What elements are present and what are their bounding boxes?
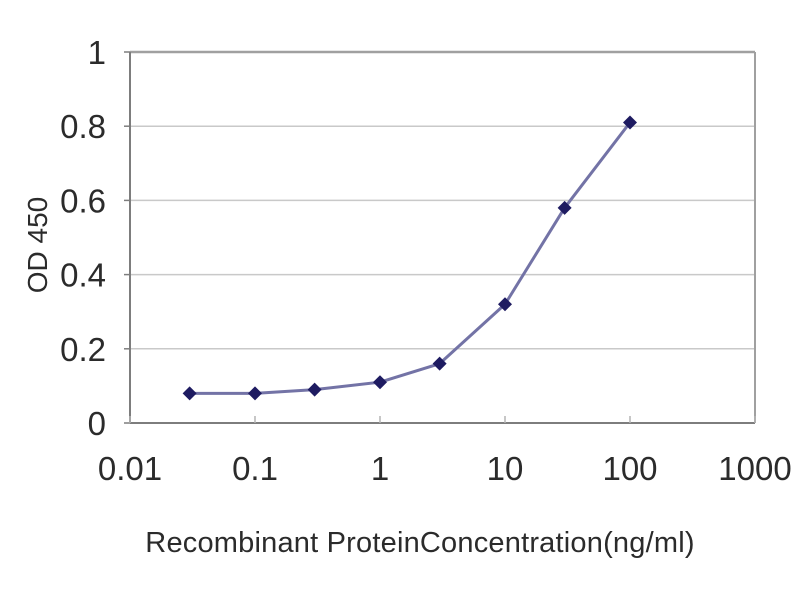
y-tick-label: 0.4	[60, 257, 106, 294]
data-point-marker	[307, 382, 322, 397]
data-point-marker	[182, 386, 197, 401]
data-point-marker	[248, 386, 262, 401]
x-tick-label: 1	[371, 450, 389, 487]
x-tick-label: 100	[602, 450, 657, 487]
y-tick-label: 0.6	[60, 182, 106, 219]
data-point-marker	[432, 356, 447, 371]
series-line	[188, 120, 632, 395]
x-tick-label: 0.1	[232, 450, 278, 487]
data-point-marker	[373, 375, 387, 390]
y-axis-title: OD 450	[22, 196, 53, 294]
data-point-marker	[498, 297, 512, 312]
data-point-marker	[623, 115, 637, 130]
y-tick-label: 0	[88, 405, 106, 442]
y-tick-label: 0.2	[60, 331, 106, 368]
x-tick-label: 10	[487, 450, 524, 487]
x-tick-label: 0.01	[98, 450, 162, 487]
data-point-marker	[557, 200, 572, 215]
y-tick-label: 1	[88, 34, 106, 71]
x-tick-label: 1000	[718, 450, 791, 487]
y-tick-label: 0.8	[60, 108, 106, 145]
x-axis-title: Recombinant ProteinConcentration(ng/ml)	[145, 527, 695, 559]
